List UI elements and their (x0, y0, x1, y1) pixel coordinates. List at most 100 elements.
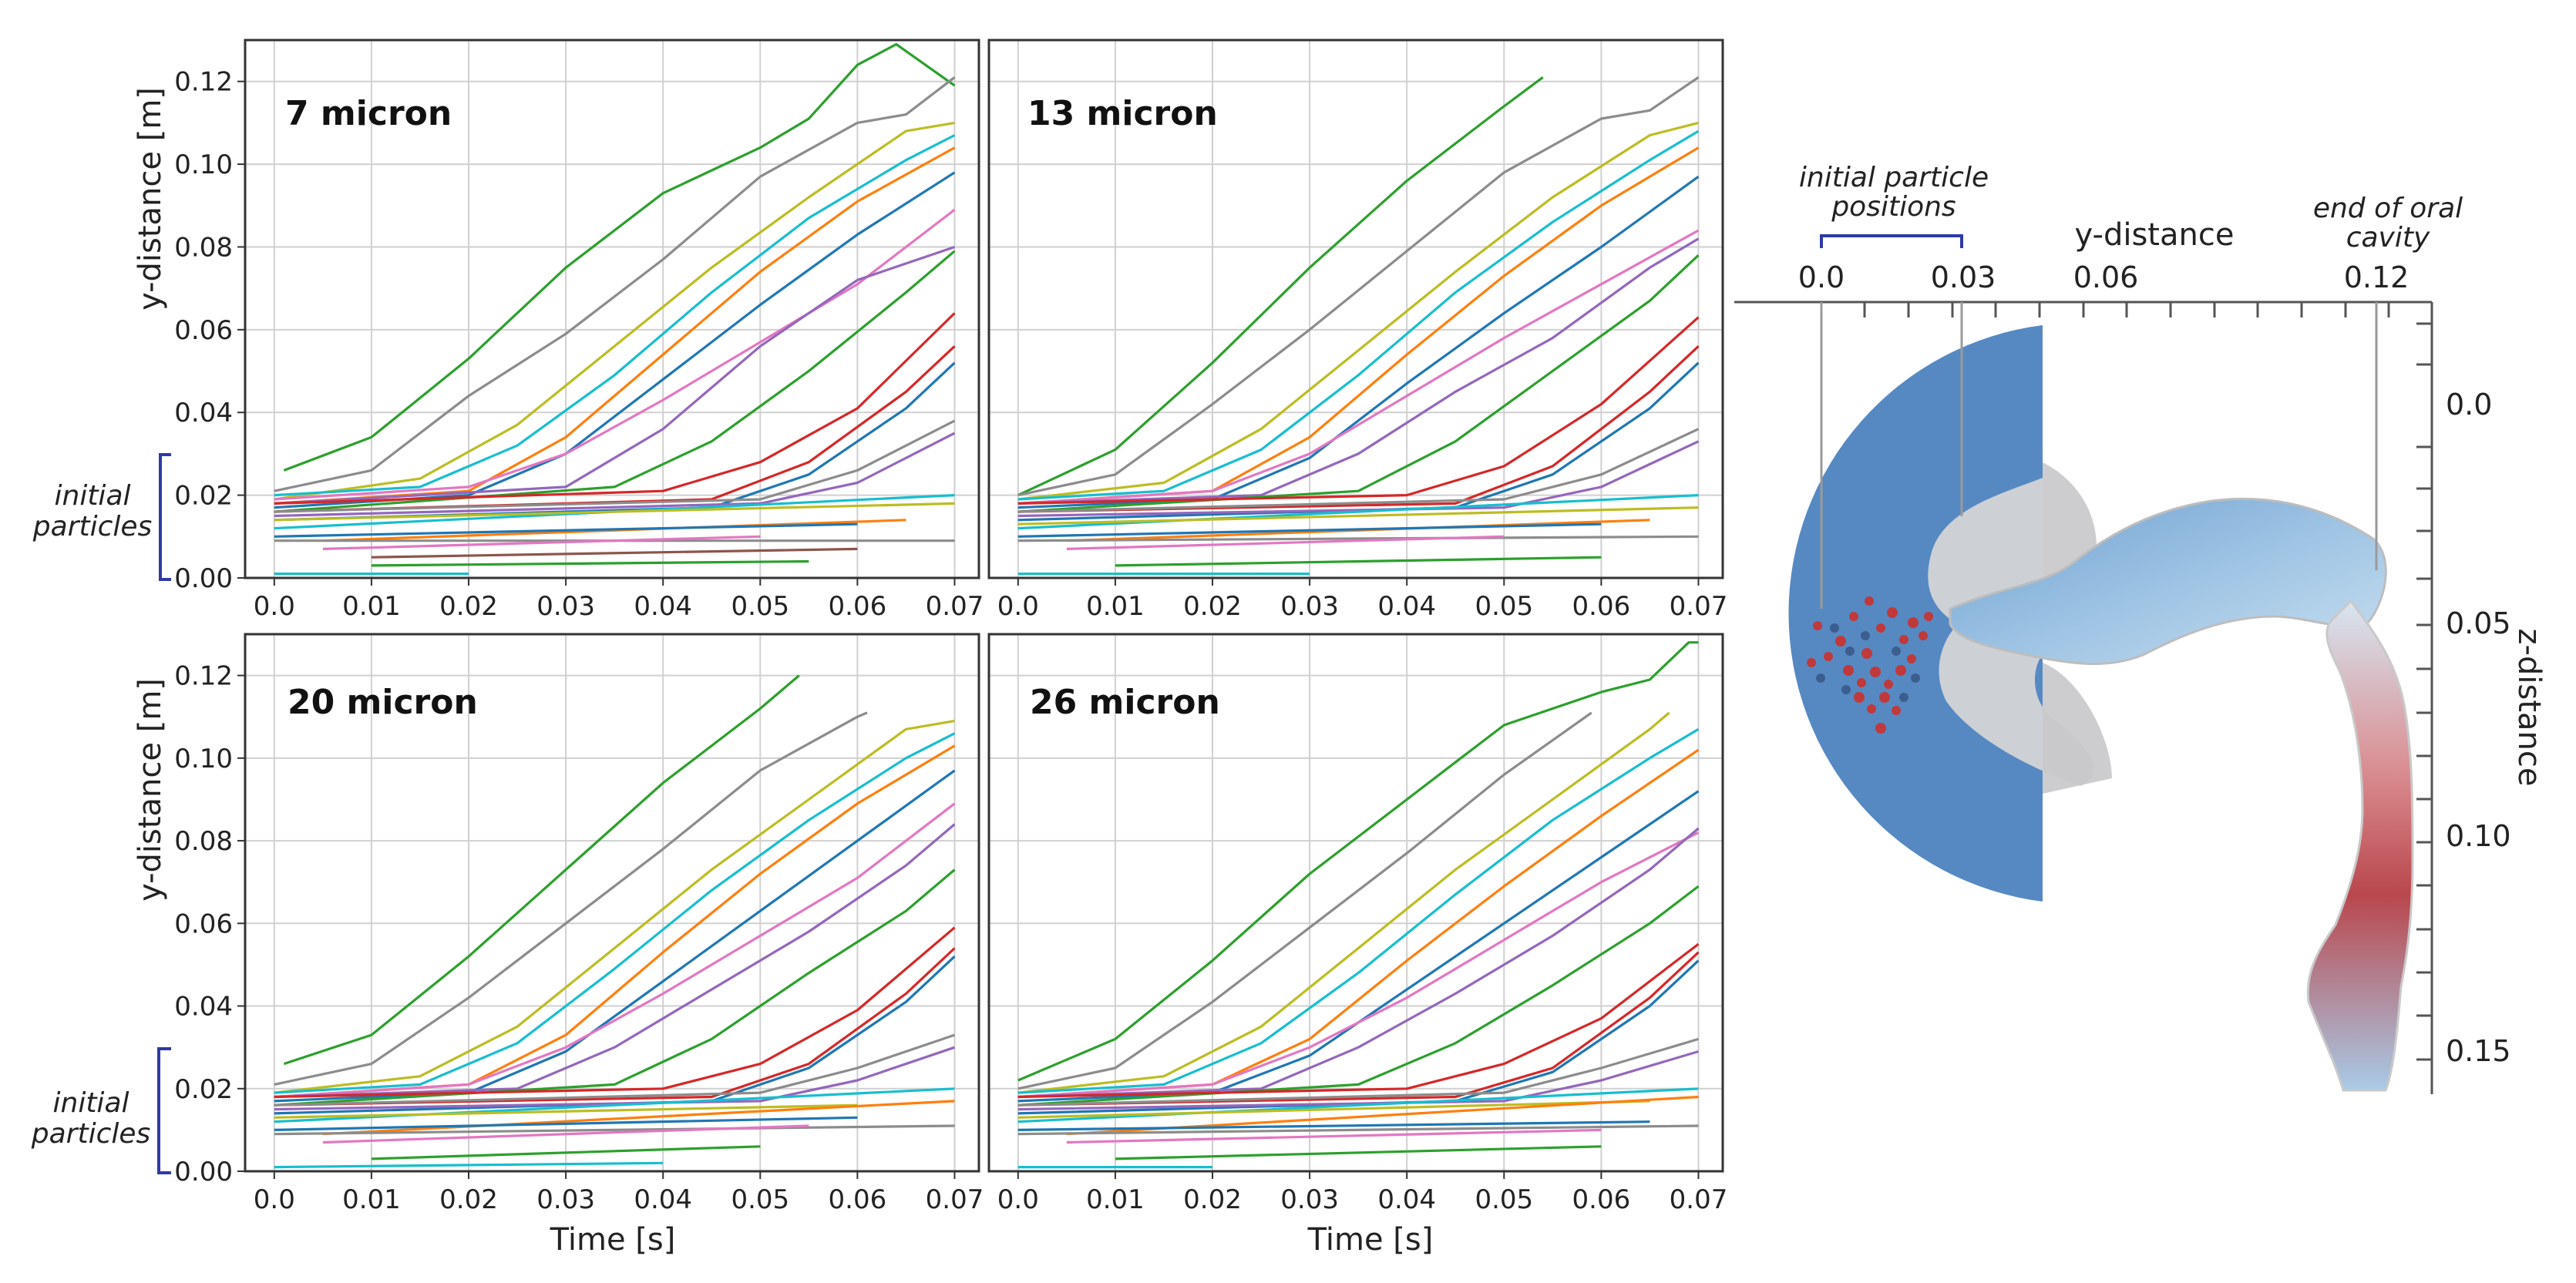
series-line-gray3 (1017, 535, 1699, 542)
y-tick-label: 0.04 (174, 992, 233, 1023)
z-distance-tick-3: 0.15 (2446, 1034, 2511, 1068)
chart-panel-13-micron: 0.0 0.01 0.02 0.03 0.04 0.05 0.06 0.07 13 micron (987, 39, 1728, 622)
x-tick-label: 0.02 (439, 591, 498, 622)
panel-title: 26 micron (1030, 683, 1220, 722)
y-tick-label: 0.12 (174, 661, 233, 692)
x-tick-label: 0.07 (1670, 1184, 1728, 1215)
series-line-pink (1017, 229, 1700, 505)
initial-particles-label-line1: initial (55, 480, 131, 512)
panel-title: 20 micron (288, 683, 478, 722)
series-line-red2 (1017, 345, 1700, 513)
initial-particles-annotation-bottom: initial particles (31, 1047, 171, 1174)
x-tick-label: 0.05 (1475, 591, 1533, 622)
series-line-olive (274, 720, 955, 1094)
y-tick-label: 0.06 (174, 909, 233, 939)
series-line-green2 (274, 250, 956, 513)
plot-frame (987, 633, 1724, 1173)
end-of-oral-cavity-label-line2: cavity (2346, 222, 2430, 254)
initial-particles-label-line1: initial (53, 1087, 129, 1119)
series-line-cyan (274, 134, 956, 497)
series-line-purple (1017, 827, 1700, 1099)
chart-panel-7-micron: 0.0 0.01 0.02 0.03 0.04 0.05 0.06 0.07 0.00 0.02 0… (174, 39, 984, 622)
x-tick-label: 0.03 (536, 1184, 595, 1215)
series-line-blue3 (1017, 522, 1602, 538)
series-line-green3 (371, 1145, 761, 1160)
y-tick-label: 0.08 (174, 826, 233, 857)
y-tick-label: 0.06 (174, 315, 233, 346)
lip-geometry-right (2043, 462, 2112, 794)
series-line-red2 (274, 947, 956, 1107)
x-tick-label: 0.04 (1377, 1184, 1436, 1215)
y-tick-label: 0.00 (174, 1157, 233, 1187)
series-line-blue3 (1017, 1120, 1650, 1131)
y-distance-axis-label: y-distance (2075, 217, 2235, 253)
end-of-oral-cavity-label-line1: end of oral (2313, 193, 2463, 224)
series-line-pink (1017, 831, 1700, 1099)
x-tick-label: 0.07 (926, 591, 984, 622)
x-tick-label: 0.05 (731, 591, 789, 622)
series-line-green2 (1017, 885, 1700, 1107)
initial-particle-cluster-shadow (1816, 623, 1920, 702)
x-tick-label: 0.07 (1670, 591, 1728, 622)
initial-positions-label-line2: positions (1831, 191, 1956, 223)
x-tick-label: 0.0 (254, 591, 295, 622)
series-line-purple (274, 245, 956, 505)
z-distance-tick-0: 0.0 (2446, 388, 2492, 422)
z-distance-axis-label: z-distance (2511, 629, 2547, 787)
series-line-green3 (1115, 556, 1602, 567)
y-distance-tick-3: 0.12 (2344, 260, 2410, 294)
series-line-purple2 (1017, 440, 1700, 518)
series-line-green2 (274, 868, 956, 1107)
series-line-gray (1017, 76, 1700, 497)
x-tick-label: 0.07 (926, 1184, 984, 1215)
series-line-green3 (371, 559, 809, 567)
x-tick-label: 0.03 (536, 591, 595, 622)
series-line-olive (1017, 121, 1699, 501)
y-axis-label-top: y-distance [m] (133, 87, 168, 311)
chart-panel-20-micron: 0.0 0.01 0.02 0.03 0.04 0.05 0.06 0.07 0.00 0.02 0… (174, 633, 984, 1215)
series-line-green (1017, 641, 1699, 1082)
plot-frame (987, 39, 1724, 579)
x-tick-label: 0.02 (1183, 1184, 1242, 1215)
series-line-cyan (1017, 129, 1700, 501)
x-tick-label: 0.06 (1572, 591, 1631, 622)
oral-cavity-airway (1949, 497, 2387, 665)
x-tick-label: 0.0 (997, 591, 1039, 622)
y-tick-label: 0.04 (174, 398, 233, 428)
series-line-orange (274, 146, 956, 505)
series-line-purple2 (274, 432, 956, 518)
initial-particles-bracket (157, 1047, 171, 1174)
z-distance-tick-2: 0.10 (2446, 819, 2511, 853)
y-tick-label: 0.02 (174, 481, 233, 512)
x-tick-label: 0.0 (254, 1184, 295, 1215)
series-line-cyan3 (274, 1161, 664, 1169)
x-tick-label: 0.02 (439, 1184, 498, 1215)
x-tick-label: 0.06 (1572, 1184, 1631, 1215)
series-line-olive (274, 121, 955, 501)
y-tick-label: 0.02 (174, 1074, 233, 1105)
series-line-cyan2 (1017, 1087, 1699, 1123)
series-line-purple2 (274, 1046, 956, 1111)
y-tick-label: 0.10 (174, 149, 233, 180)
initial-particles-label-line2: particles (31, 1118, 151, 1150)
series-line-green (283, 674, 800, 1066)
series-line-gray2 (1017, 428, 1700, 513)
series-line-red (274, 926, 956, 1099)
x-axis-label-right: Time [s] (1307, 1222, 1434, 1258)
x-tick-label: 0.05 (731, 1184, 789, 1215)
z-distance-tick-1: 0.05 (2446, 606, 2511, 640)
airway-geometry-panel: 0.0 0.03 0.06 0.12 y-distance initial pa… (1734, 162, 2547, 1094)
mouth-opening-disk (1788, 325, 2043, 902)
x-tick-label: 0.03 (1280, 1184, 1339, 1215)
series-line-cyan (274, 732, 956, 1094)
series-line-green (1017, 76, 1544, 497)
y-distance-minor-ticks (1820, 302, 2390, 317)
y-distance-tick-0: 0.0 (1798, 260, 1845, 294)
series-line-gray2 (274, 419, 956, 513)
x-tick-label: 0.01 (1086, 591, 1145, 622)
series-line-pink2 (1066, 535, 1505, 550)
series-line-olive2 (274, 1103, 858, 1119)
series-line-red (274, 312, 956, 505)
series-line-green2 (1017, 254, 1700, 513)
panel-title: 13 micron (1027, 94, 1218, 133)
